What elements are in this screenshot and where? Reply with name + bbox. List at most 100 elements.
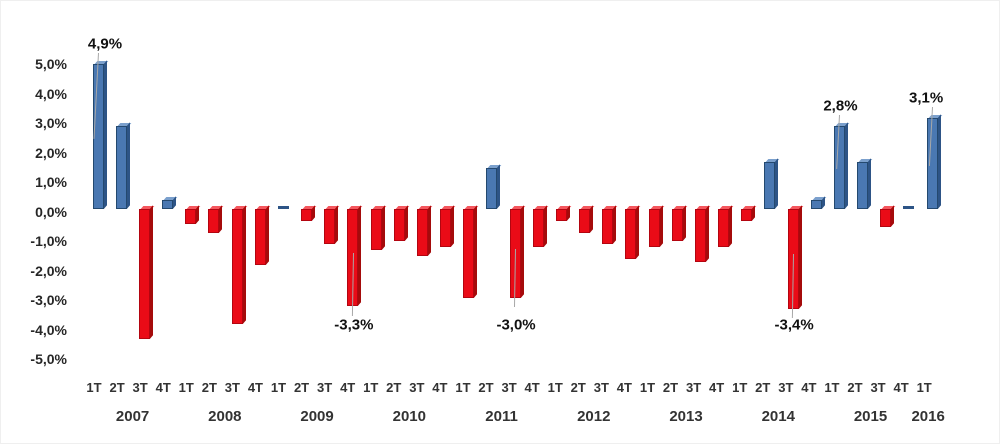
bar-face bbox=[810, 200, 822, 209]
x-tick-quarter-label: 3T bbox=[778, 380, 794, 395]
bar-face bbox=[880, 209, 892, 227]
x-tick-quarter-label: 1T bbox=[732, 380, 748, 395]
bar-face bbox=[579, 209, 591, 233]
bar-face bbox=[219, 205, 223, 233]
bar-face bbox=[185, 209, 197, 224]
x-tick-quarter-label: 3T bbox=[593, 380, 609, 395]
bar-face bbox=[718, 209, 730, 248]
bar-2014-2T bbox=[764, 158, 780, 209]
bar-2011-4T bbox=[532, 205, 549, 248]
bar-2013-4T bbox=[718, 205, 734, 248]
bar-2011-2T bbox=[486, 163, 502, 209]
x-tick-quarter-label: 2T bbox=[662, 380, 679, 395]
bar-face bbox=[891, 205, 895, 227]
x-tick-quarter-label: 2T bbox=[386, 380, 402, 395]
bar-face bbox=[277, 206, 289, 209]
x-tick-quarter-label: 3T bbox=[409, 380, 425, 395]
bar-face bbox=[566, 205, 570, 221]
bar-face bbox=[497, 163, 501, 209]
bar-face bbox=[520, 205, 524, 298]
x-tick-quarter-label: 1T bbox=[824, 380, 840, 395]
x-tick-quarter-label: 1T bbox=[270, 380, 287, 395]
bar-face bbox=[358, 205, 362, 307]
bar-face bbox=[242, 205, 246, 324]
y-tick-label: 4,0% bbox=[35, 85, 67, 102]
bar-2008-2T bbox=[208, 205, 224, 233]
data-label-2007-1T: 4,9% bbox=[87, 35, 123, 53]
data-label-2009-4T: -3,3% bbox=[334, 316, 374, 334]
x-axis-year-label: 2008 bbox=[208, 408, 242, 425]
x-axis-year-label: 2013 bbox=[669, 408, 703, 425]
bar-2013-3T bbox=[694, 205, 711, 263]
bar-face bbox=[474, 205, 478, 298]
bar-face bbox=[138, 209, 150, 339]
y-tick-label: -4,0% bbox=[30, 321, 67, 338]
y-tick-label: 1,0% bbox=[35, 174, 67, 190]
x-tick-quarter-label: 4T bbox=[155, 380, 171, 395]
bar-2010-1T bbox=[370, 205, 386, 251]
bar-face bbox=[764, 161, 776, 209]
bar-2014-4T bbox=[810, 196, 827, 209]
bar-face bbox=[798, 205, 802, 310]
bar-face bbox=[636, 205, 640, 259]
bar-2011-1T bbox=[463, 205, 479, 298]
bar-face bbox=[301, 209, 313, 221]
x-tick-quarter-label: 4T bbox=[801, 380, 817, 395]
bar-face bbox=[682, 205, 686, 242]
bar-2010-4T bbox=[440, 205, 456, 248]
bar-2013-1T bbox=[648, 205, 664, 248]
bar-face bbox=[162, 200, 173, 209]
bar-2015-3T bbox=[880, 205, 896, 227]
x-tick-quarter-label: 2T bbox=[293, 380, 310, 395]
bar-2007-2T bbox=[115, 122, 132, 209]
bar-face bbox=[752, 205, 756, 221]
x-tick-quarter-label: 4T bbox=[893, 380, 909, 395]
bar-2014-1T bbox=[741, 205, 757, 221]
bar-face bbox=[404, 205, 408, 242]
bar-face bbox=[532, 209, 544, 248]
y-tick-label: -2,0% bbox=[30, 262, 67, 279]
x-tick-quarter-label: 1T bbox=[178, 380, 194, 395]
x-axis-year-label: 2016 bbox=[911, 408, 945, 425]
data-label-2014-3T: -3,4% bbox=[774, 316, 814, 334]
x-tick-quarter-label: 1T bbox=[916, 380, 932, 395]
x-tick-quarter-label: 3T bbox=[224, 380, 240, 395]
bar-face bbox=[868, 158, 872, 209]
x-axis-year-label: 2009 bbox=[300, 408, 334, 425]
x-axis-year-label: 2015 bbox=[853, 408, 888, 425]
bar-face bbox=[903, 206, 915, 209]
x-axis-year-label: 2010 bbox=[392, 408, 426, 425]
bar-face bbox=[440, 209, 452, 248]
bar-2012-4T bbox=[625, 205, 641, 260]
x-axis-year-label: 2007 bbox=[115, 408, 150, 425]
bar-2009-3T bbox=[324, 205, 340, 245]
y-tick-label: -3,0% bbox=[30, 292, 67, 308]
x-tick-quarter-label: 4T bbox=[616, 380, 632, 395]
x-tick-quarter-label: 3T bbox=[132, 380, 148, 395]
x-tick-quarter-label: 3T bbox=[870, 380, 886, 395]
y-tick-label: 5,0% bbox=[35, 56, 67, 72]
bar-face bbox=[265, 205, 269, 265]
bar-face bbox=[775, 158, 779, 209]
bar-face bbox=[393, 209, 405, 242]
x-tick-quarter-label: 2T bbox=[847, 380, 863, 395]
x-tick-quarter-label: 4T bbox=[432, 380, 448, 395]
x-tick-quarter-label: 3T bbox=[685, 380, 702, 395]
x-tick-quarter-label: 1T bbox=[363, 380, 379, 395]
bar-face bbox=[196, 205, 200, 224]
bar-2007-4T bbox=[162, 196, 178, 209]
x-tick-quarter-label: 4T bbox=[340, 380, 356, 395]
bar-face bbox=[613, 205, 617, 245]
bar-face bbox=[231, 209, 243, 325]
bar-face bbox=[857, 161, 869, 209]
x-tick-quarter-label: 1T bbox=[547, 380, 563, 395]
bar-2012-3T bbox=[602, 205, 618, 245]
bar-face bbox=[149, 205, 153, 339]
bar-2007-3T bbox=[138, 205, 155, 339]
bar-2015-1T bbox=[833, 122, 850, 209]
y-tick-label: -5,0% bbox=[30, 351, 67, 367]
bar-face bbox=[451, 205, 455, 248]
data-label-2011-3T: -3,0% bbox=[496, 316, 536, 334]
